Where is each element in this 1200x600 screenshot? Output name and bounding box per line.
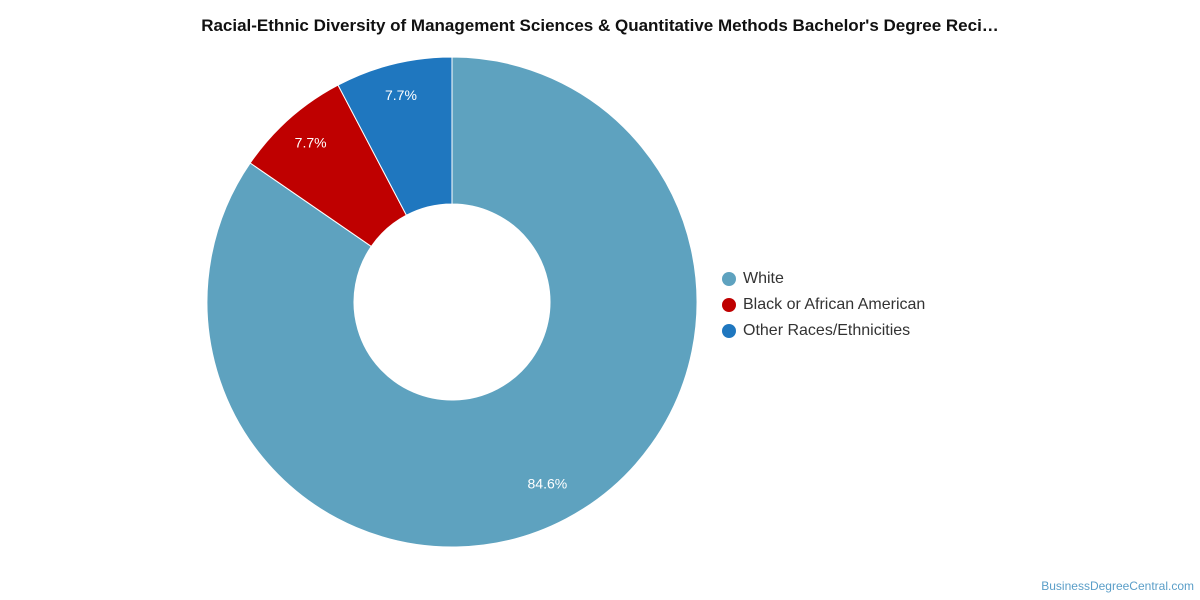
legend-label-other-races-ethnicities: Other Races/Ethnicities	[743, 322, 911, 339]
legend-label-black-or-african-american: Black or African American	[743, 296, 926, 313]
donut-slice-white[interactable]	[206, 56, 698, 548]
donut-slice-labels: 84.6% 7.7% 7.7%	[295, 87, 568, 491]
source-credit-link[interactable]: BusinessDegreeCentral.com	[1041, 579, 1194, 593]
slice-label-white: 84.6%	[528, 475, 568, 491]
legend-swatch-black-or-african-american	[722, 298, 736, 312]
legend-label-white: White	[743, 270, 784, 287]
legend-swatch-other-races-ethnicities	[722, 324, 736, 338]
donut-slice-other-races-ethnicities[interactable]	[337, 56, 453, 216]
slice-label-black-or-african-american: 7.7%	[295, 135, 327, 151]
legend-item-other-races-ethnicities[interactable]: Other Races/Ethnicities	[722, 318, 1022, 344]
chart-legend: White Black or African American Other Ra…	[722, 266, 1022, 344]
legend-item-black-or-african-american[interactable]: Black or African American	[722, 292, 1022, 318]
chart-title: Racial-Ethnic Diversity of Management Sc…	[201, 16, 999, 35]
legend-swatch-white	[722, 272, 736, 286]
legend-item-white[interactable]: White	[722, 266, 1022, 292]
slice-label-other-races-ethnicities: 7.7%	[385, 87, 417, 103]
donut-slices	[206, 56, 698, 548]
